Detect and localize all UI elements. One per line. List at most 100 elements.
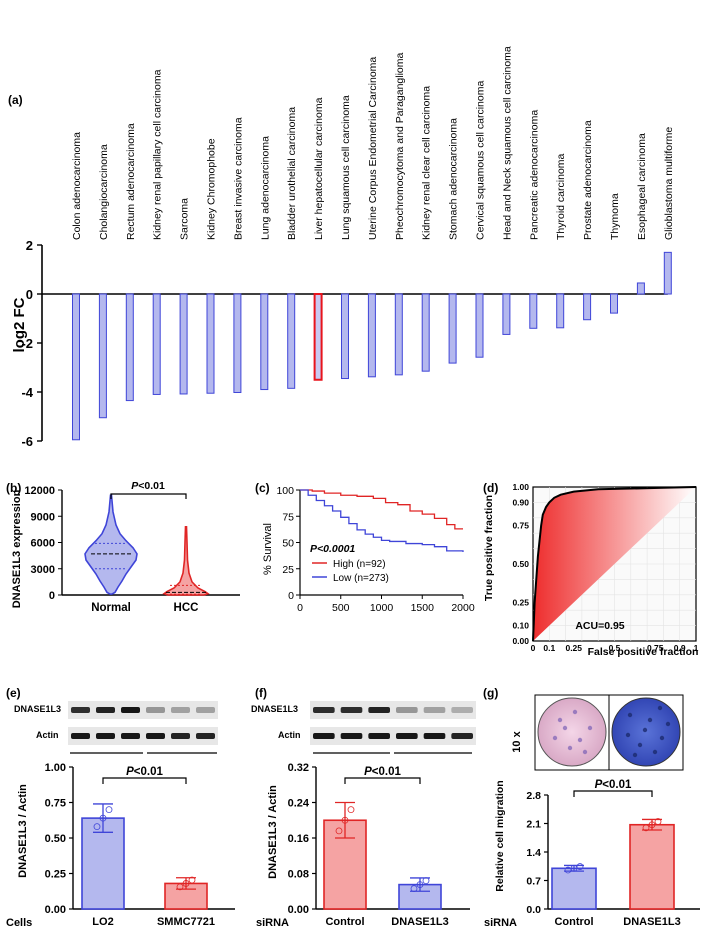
panel-a-ylabel: log2 FC	[11, 297, 28, 352]
blot-e-dnase1l3-band	[146, 707, 165, 713]
blot-f-dnase1l3-band	[423, 707, 446, 713]
panel-a-ytick-label: 0	[26, 287, 33, 302]
blot-f-actin-band	[423, 733, 446, 739]
panel-c-xtick-label: 1500	[411, 602, 435, 614]
panel-f-category-label: DNASE1L3	[391, 916, 448, 928]
panel-d-ytick-label: 0.25	[512, 598, 529, 608]
panel-f-ytick-label: 0.16	[288, 833, 309, 845]
panel-d-xtick-label: 0.9	[674, 643, 686, 653]
panel-b-category-label: HCC	[174, 602, 199, 614]
blot-f-dnase1l3-band	[368, 707, 390, 713]
panel-label-a: (a)	[8, 93, 23, 107]
panel-a-bar	[529, 293, 538, 329]
panel-c-ytick-label: 75	[282, 511, 294, 523]
panel-e-bar	[81, 817, 125, 910]
panel-a-category-label: Esophageal carcinoma	[636, 133, 648, 240]
panel-a-category-label: Liver hepatocellular carcinoma	[313, 97, 325, 240]
panel-a-category-label: Thyroid carcinoma	[555, 153, 567, 240]
panel-e-category-label: LO2	[92, 916, 113, 928]
panel-a-bar	[583, 293, 592, 321]
panel-a-category-label: Cholangiocarcinoma	[98, 144, 110, 240]
panel-a-category-label: Head and Neck squamous cell carcinoma	[501, 46, 513, 240]
panel-g-migrated-cell	[572, 709, 578, 715]
panel-label-b: (b)	[6, 481, 21, 495]
panel-g-category-label: DNASE1L3	[623, 916, 680, 928]
panel-a-bar-chart: 2 0 -2 -4 -6 Colon adenocarcinoma Cholangiocar…	[21, 46, 674, 449]
panel-d-xlabel: False positive fraction	[588, 646, 699, 658]
panel-g-magnification: 10 x	[511, 730, 523, 752]
panel-a-category-label: Lung squamous cell carcinoma	[340, 95, 352, 240]
panel-a-ytick-label: 2	[26, 238, 33, 253]
panel-b-violin	[84, 494, 138, 595]
panel-g-migrated-cell	[652, 749, 658, 755]
panel-e-xlabel: Cells	[6, 917, 32, 929]
blot-e-actin-band	[121, 733, 140, 739]
blot-f-actin-band	[313, 733, 335, 739]
panel-c-legend-label: Low (n=273)	[333, 573, 389, 584]
panel-f-data-point	[410, 885, 418, 892]
panel-g-data-point	[648, 821, 656, 829]
panel-e-category-label: SMMC7721	[157, 916, 215, 928]
panel-e-ylabel: DNASE1L3 / Actin	[17, 784, 29, 878]
blot-f-actin-band	[451, 733, 473, 739]
panel-g-migrated-cell	[625, 732, 631, 738]
panel-label-f: (f)	[255, 686, 267, 700]
panel-a-bar	[152, 293, 161, 395]
panel-e-bar-chart: 0.00 0.25 0.50 0.75 1.00 LO2 SMMC7721 P<0.01	[45, 701, 235, 928]
panel-f-data-point	[341, 816, 349, 824]
panel-d-ylabel: True positive fraction	[483, 495, 495, 601]
panel-a-category-label: Pheochromocytoma and Paraganglioma	[394, 52, 406, 240]
panel-e-data-point	[176, 883, 184, 891]
panel-g-ytick-label: 0.7	[526, 876, 541, 888]
panel-f-pvalue-rest: <0.01	[372, 766, 402, 778]
panel-f-ytick-label: 0.08	[288, 869, 309, 881]
panel-g-migrated-cell	[577, 737, 583, 743]
panel-f-ytick-label: 0.32	[288, 762, 309, 774]
panel-g-data-point	[570, 864, 578, 872]
panel-a-bar	[421, 293, 430, 372]
panel-e-significance-bracket	[102, 777, 187, 784]
blot-f-label-dnase1l3: DNASE1L3	[251, 704, 298, 714]
blot-e-actin-band	[96, 733, 115, 739]
panel-f-data-point	[422, 877, 430, 884]
panel-a-category-label: Breast invasive carcinoma	[232, 117, 244, 240]
panel-f-data-point	[335, 827, 343, 835]
panel-e-ytick-label: 1.00	[45, 762, 66, 774]
panel-g-control-well	[537, 697, 607, 767]
panel-c-survival-curve	[300, 489, 464, 552]
panel-b-pvalue-rest: <0.01	[138, 480, 165, 492]
blot-e-dnase1l3-band	[96, 707, 115, 713]
blot-f-dnase1l3-background	[310, 701, 476, 719]
panel-g-migrated-cell	[627, 712, 633, 718]
panel-d-auc-label: ACU=0.95	[575, 620, 624, 632]
panel-c-ylabel: % Survival	[262, 523, 274, 575]
panel-g-bar	[629, 823, 675, 910]
panel-d-ytick-label: 0.10	[512, 621, 529, 631]
panel-a-bar	[663, 251, 672, 295]
panel-b-violin	[162, 525, 210, 596]
panel-a-bar	[367, 293, 376, 378]
panel-a-category-label: Lung adenocarcinoma	[259, 136, 271, 240]
blot-e-actin-band	[171, 733, 190, 739]
panel-c-xtick-label: 1000	[370, 602, 394, 614]
panel-f-data-point	[416, 881, 424, 888]
panel-a-ytick-label: -4	[21, 385, 33, 400]
panel-f-pvalue-p: P	[364, 766, 372, 778]
panel-g-migrated-cell	[587, 725, 593, 731]
panel-g-ytick-label: 2.1	[526, 819, 541, 831]
blot-e-actin-band	[196, 733, 215, 739]
panel-g-migrated-cell	[562, 725, 568, 731]
blot-f-actin-band	[368, 733, 390, 739]
panel-a-category-label: Kidney Chromophobe	[206, 138, 218, 240]
panel-a-bar	[260, 293, 269, 391]
panel-c-ytick-label: 50	[282, 538, 294, 550]
panel-e-pvalue-p: P	[126, 766, 134, 778]
panel-a-category-label: Prostate adenocarcinoma	[582, 120, 594, 240]
panel-f-significance-bracket	[344, 777, 421, 784]
panel-f-ytick-label: 0.24	[288, 798, 310, 810]
panel-a-category-label: Kidney renal papillary cell carcinoma	[152, 69, 164, 240]
panel-g-data-point	[564, 866, 572, 874]
panel-c-ytick-label: 100	[276, 485, 294, 497]
panel-e-ytick-label: 0.25	[45, 869, 66, 881]
panel-b-violin-plot: 0 3000 6000 9000 12000 Normal HCC P<0.01	[24, 480, 240, 614]
